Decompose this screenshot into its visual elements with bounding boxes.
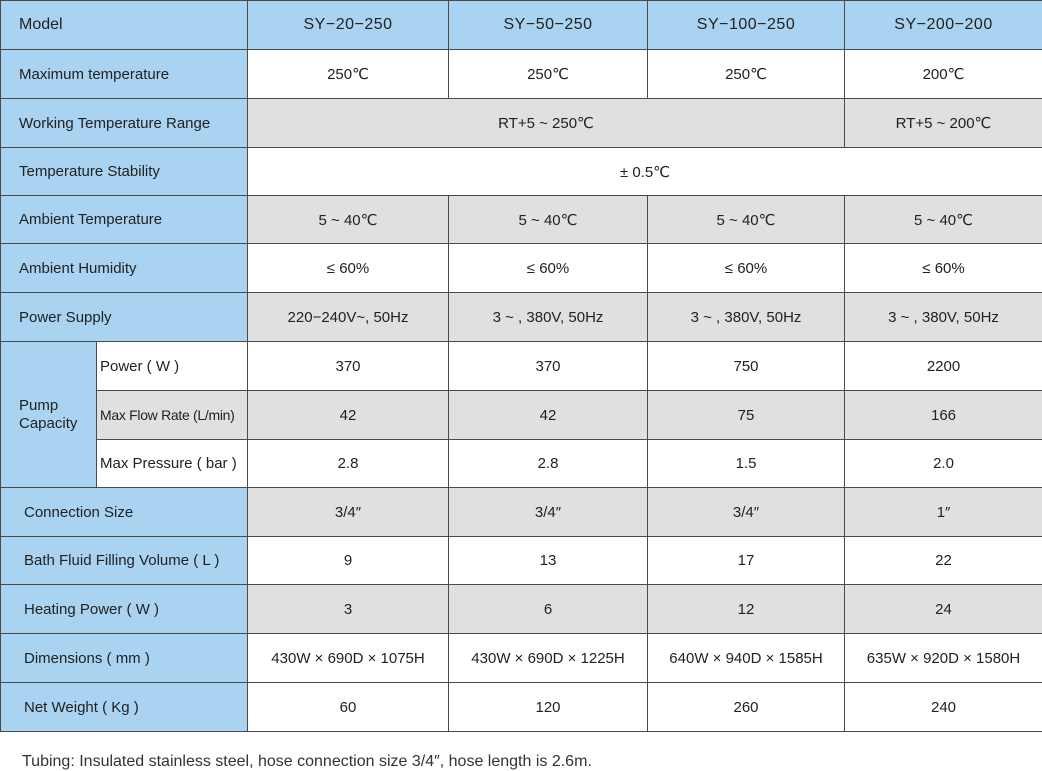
row-label: Ambient Temperature bbox=[0, 195, 249, 244]
stability-row: Temperature Stability ± 0.5℃ bbox=[0, 147, 1042, 196]
value-cell: 1″ bbox=[844, 487, 1042, 537]
value-cell: 3 bbox=[247, 584, 450, 634]
value-cell: ≤ 60% bbox=[247, 243, 450, 293]
value-cell: 3 ~ , 380V, 50Hz bbox=[647, 292, 846, 342]
value-cell: 17 bbox=[647, 536, 846, 585]
value-cell: 3 ~ , 380V, 50Hz bbox=[844, 292, 1042, 342]
spec-table: Model SY−20−250 SY−50−250 SY−100−250 SY−… bbox=[0, 0, 1042, 732]
value-cell: 13 bbox=[448, 536, 649, 585]
value-cell: 3 ~ , 380V, 50Hz bbox=[448, 292, 649, 342]
value-cell: 24 bbox=[844, 584, 1042, 634]
value-cell: 2.8 bbox=[448, 439, 649, 488]
value-cell: 250℃ bbox=[647, 49, 846, 99]
pump-power-row: Pump Capacity Power ( W ) 370 370 750 22… bbox=[0, 341, 1042, 488]
pump-label-line1: Pump bbox=[19, 396, 59, 414]
row-label: Power Supply bbox=[0, 292, 249, 342]
value-cell: 5 ~ 40℃ bbox=[448, 195, 649, 244]
value-cell: ≤ 60% bbox=[647, 243, 846, 293]
value-cell: 640W × 940D × 1585H bbox=[647, 633, 846, 683]
ambient-temp-row: Ambient Temperature 5 ~ 40℃ 5 ~ 40℃ 5 ~ … bbox=[0, 195, 1042, 244]
value-cell: 12 bbox=[647, 584, 846, 634]
sub-label: Power ( W ) bbox=[95, 341, 249, 391]
value-cell: 42 bbox=[247, 390, 450, 440]
value-cell: 6 bbox=[448, 584, 649, 634]
value-cell: 430W × 690D × 1075H bbox=[247, 633, 450, 683]
model-cell: SY−200−200 bbox=[844, 0, 1042, 50]
value-cell: 430W × 690D × 1225H bbox=[448, 633, 649, 683]
bath-volume-row: Bath Fluid Filling Volume ( L ) 9 13 17 … bbox=[0, 536, 1042, 585]
value-cell: ± 0.5℃ bbox=[247, 147, 1042, 196]
tubing-footnote: Tubing: Insulated stainless steel, hose … bbox=[22, 753, 592, 770]
max-temp-row: Maximum temperature 250℃ 250℃ 250℃ 200℃ bbox=[0, 49, 1042, 99]
row-label: Net Weight ( Kg ) bbox=[0, 682, 249, 732]
heating-power-row: Heating Power ( W ) 3 6 12 24 bbox=[0, 584, 1042, 634]
value-cell: 75 bbox=[647, 390, 846, 440]
row-label: Dimensions ( mm ) bbox=[0, 633, 249, 683]
value-cell: 22 bbox=[844, 536, 1042, 585]
value-cell: 166 bbox=[844, 390, 1042, 440]
value-cell: 5 ~ 40℃ bbox=[247, 195, 450, 244]
value-cell: 120 bbox=[448, 682, 649, 732]
value-cell: 2.8 bbox=[247, 439, 450, 488]
row-label: Ambient Humidity bbox=[0, 243, 249, 293]
net-weight-row: Net Weight ( Kg ) 60 120 260 240 bbox=[0, 682, 1042, 732]
sub-label: Max Flow Rate (L/min) bbox=[95, 390, 249, 440]
value-cell: 1.5 bbox=[647, 439, 846, 488]
value-cell: 635W × 920D × 1580H bbox=[844, 633, 1042, 683]
value-cell: ≤ 60% bbox=[448, 243, 649, 293]
power-supply-row: Power Supply 220−240V~, 50Hz 3 ~ , 380V,… bbox=[0, 292, 1042, 342]
value-cell: 370 bbox=[448, 341, 649, 391]
value-cell: 220−240V~, 50Hz bbox=[247, 292, 450, 342]
working-range-row: Working Temperature Range RT+5 ~ 250℃ RT… bbox=[0, 98, 1042, 148]
ambient-humidity-row: Ambient Humidity ≤ 60% ≤ 60% ≤ 60% ≤ 60% bbox=[0, 243, 1042, 293]
value-cell: 200℃ bbox=[844, 49, 1042, 99]
connection-row: Connection Size 3/4″ 3/4″ 3/4″ 1″ bbox=[0, 487, 1042, 537]
value-cell: 9 bbox=[247, 536, 450, 585]
value-cell: 240 bbox=[844, 682, 1042, 732]
value-cell: 60 bbox=[247, 682, 450, 732]
value-cell: 750 bbox=[647, 341, 846, 391]
row-label: Maximum temperature bbox=[0, 49, 249, 99]
value-cell: 42 bbox=[448, 390, 649, 440]
model-cell: SY−100−250 bbox=[647, 0, 846, 50]
value-cell: 260 bbox=[647, 682, 846, 732]
row-label: Connection Size bbox=[0, 487, 249, 537]
value-cell: 3/4″ bbox=[247, 487, 450, 537]
value-cell: 250℃ bbox=[247, 49, 450, 99]
row-label: Heating Power ( W ) bbox=[0, 584, 249, 634]
model-row: Model SY−20−250 SY−50−250 SY−100−250 SY−… bbox=[0, 0, 1042, 50]
pump-capacity-label: Pump Capacity bbox=[0, 341, 97, 488]
value-cell: 5 ~ 40℃ bbox=[844, 195, 1042, 244]
value-cell: 5 ~ 40℃ bbox=[647, 195, 846, 244]
sub-label: Max Pressure ( bar ) bbox=[95, 439, 249, 488]
row-label: Temperature Stability bbox=[0, 147, 249, 196]
value-cell: RT+5 ~ 250℃ bbox=[247, 98, 846, 148]
value-cell: 370 bbox=[247, 341, 450, 391]
value-cell: 2.0 bbox=[844, 439, 1042, 488]
value-cell: 3/4″ bbox=[448, 487, 649, 537]
value-cell: RT+5 ~ 200℃ bbox=[844, 98, 1042, 148]
value-cell: 250℃ bbox=[448, 49, 649, 99]
model-cell: SY−50−250 bbox=[448, 0, 649, 50]
value-cell: 3/4″ bbox=[647, 487, 846, 537]
value-cell: ≤ 60% bbox=[844, 243, 1042, 293]
pump-pressure-row: Max Pressure ( bar ) 2.8 2.8 1.5 2.0 bbox=[1, 439, 1042, 488]
model-label: Model bbox=[0, 0, 249, 50]
row-label: Working Temperature Range bbox=[0, 98, 249, 148]
value-cell: 2200 bbox=[844, 341, 1042, 391]
pump-label-line2: Capacity bbox=[19, 414, 78, 432]
row-label: Bath Fluid Filling Volume ( L ) bbox=[0, 536, 249, 585]
pump-flow-row: Max Flow Rate (L/min) 42 42 75 166 bbox=[1, 390, 1042, 440]
model-cell: SY−20−250 bbox=[247, 0, 450, 50]
dimensions-row: Dimensions ( mm ) 430W × 690D × 1075H 43… bbox=[0, 633, 1042, 683]
